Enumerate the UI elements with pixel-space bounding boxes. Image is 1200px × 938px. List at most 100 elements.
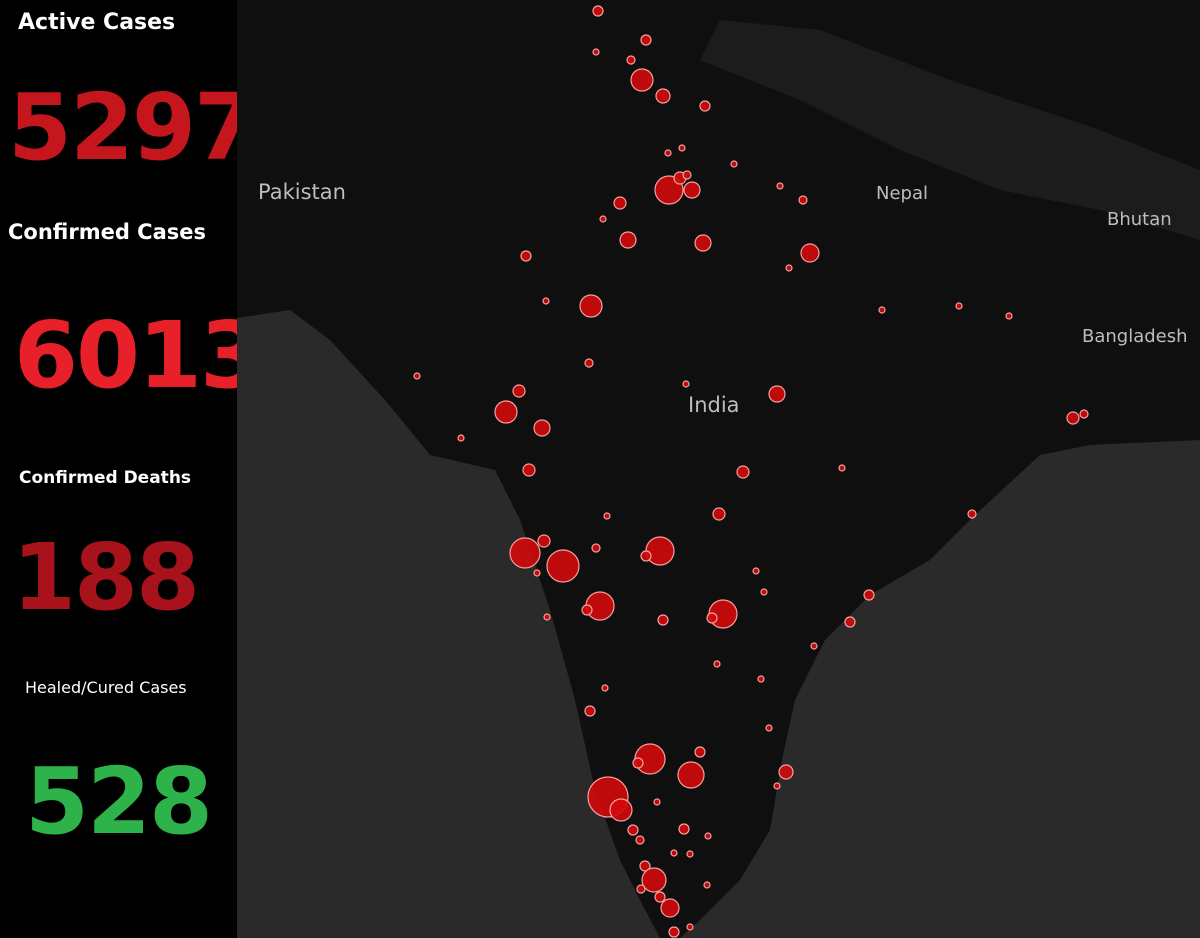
case-bubble xyxy=(668,926,680,938)
case-bubble xyxy=(542,297,550,305)
case-bubble xyxy=(533,569,541,577)
place-label: Pakistan xyxy=(258,180,346,204)
case-bubble xyxy=(682,380,690,388)
case-bubble xyxy=(713,660,721,668)
case-bubble xyxy=(682,170,692,180)
case-bubble xyxy=(494,400,518,424)
case-bubble xyxy=(579,294,603,318)
case-bubble xyxy=(699,100,711,112)
case-bubble xyxy=(773,782,781,790)
case-bubble xyxy=(776,182,784,190)
stat-label: Active Cases xyxy=(18,10,176,35)
case-bubble xyxy=(757,675,765,683)
case-bubble xyxy=(730,160,738,168)
case-bubble xyxy=(512,384,526,398)
case-bubble xyxy=(863,589,875,601)
case-bubble xyxy=(878,306,886,314)
case-bubble xyxy=(967,509,977,519)
case-bubble xyxy=(778,764,794,780)
case-bubble xyxy=(413,372,421,380)
case-bubble xyxy=(509,537,541,569)
case-bubble xyxy=(670,849,678,857)
case-bubble xyxy=(760,588,768,596)
case-bubble xyxy=(609,798,633,822)
case-bubble xyxy=(653,798,661,806)
case-bubble xyxy=(686,923,694,931)
case-bubble xyxy=(584,358,594,368)
case-bubble xyxy=(736,465,750,479)
land xyxy=(237,0,1200,938)
case-bubble xyxy=(706,612,718,624)
case-bubble xyxy=(640,550,652,562)
case-bubble xyxy=(630,68,654,92)
case-bubble xyxy=(592,5,604,17)
case-bubble xyxy=(810,642,818,650)
case-bubble xyxy=(955,302,963,310)
stat-label: Confirmed Deaths xyxy=(19,468,192,488)
case-bubble xyxy=(641,867,667,893)
case-bubble xyxy=(654,891,666,903)
case-bubble xyxy=(655,88,671,104)
stat-label: Confirmed Cases xyxy=(8,220,207,244)
place-label: Nepal xyxy=(876,183,928,204)
case-bubble xyxy=(800,243,820,263)
case-bubble xyxy=(537,534,551,548)
case-bubble xyxy=(657,614,669,626)
place-label: Bhutan xyxy=(1107,209,1172,230)
case-bubble xyxy=(765,724,773,732)
place-label: Bangladesh xyxy=(1082,326,1188,347)
case-bubble xyxy=(591,543,601,553)
stats-panel: Active Cases 5297 Confirmed Cases 6013 C… xyxy=(0,0,264,938)
case-bubble xyxy=(599,215,607,223)
case-bubble xyxy=(457,434,465,442)
case-bubble xyxy=(645,536,675,566)
case-bubble xyxy=(543,613,551,621)
place-label: India xyxy=(688,393,740,417)
map: Pakistan Nepal Bhutan Bangladesh India xyxy=(237,0,1200,938)
case-bubble xyxy=(844,616,856,628)
case-bubble xyxy=(678,144,686,152)
case-bubble xyxy=(581,604,593,616)
case-bubble xyxy=(520,250,532,262)
case-bubble xyxy=(752,567,760,575)
case-bubble xyxy=(592,48,600,56)
stat-value: 6013 xyxy=(14,302,264,409)
case-bubble xyxy=(533,419,551,437)
case-bubble xyxy=(639,860,651,872)
mountains xyxy=(700,20,1200,240)
case-bubble xyxy=(619,231,637,249)
case-bubble xyxy=(768,385,786,403)
case-bubble xyxy=(838,464,846,472)
case-bubble xyxy=(632,757,644,769)
case-bubble xyxy=(703,881,711,889)
case-bubble xyxy=(678,823,690,835)
case-bubble xyxy=(584,705,596,717)
case-bubble xyxy=(1005,312,1013,320)
case-bubble xyxy=(712,507,726,521)
stat-value: 528 xyxy=(25,748,213,855)
case-bubble xyxy=(636,884,646,894)
case-bubble xyxy=(686,850,694,858)
case-bubble xyxy=(683,181,701,199)
case-bubble xyxy=(1079,409,1089,419)
case-bubble xyxy=(613,196,627,210)
case-bubble xyxy=(694,234,712,252)
case-bubble xyxy=(704,832,712,840)
case-bubble xyxy=(694,746,706,758)
case-bubble xyxy=(546,549,580,583)
case-bubble xyxy=(522,463,536,477)
stat-value: 5297 xyxy=(8,74,258,181)
case-bubble xyxy=(627,824,639,836)
case-bubble xyxy=(660,898,680,918)
case-bubble xyxy=(785,264,793,272)
case-bubble xyxy=(640,34,652,46)
case-bubble xyxy=(603,512,611,520)
case-bubble xyxy=(1066,411,1080,425)
case-bubble xyxy=(601,684,609,692)
case-bubble xyxy=(798,195,808,205)
case-bubble xyxy=(626,55,636,65)
case-bubble xyxy=(635,835,645,845)
case-bubble xyxy=(677,761,705,789)
stat-label: Healed/Cured Cases xyxy=(25,678,187,697)
